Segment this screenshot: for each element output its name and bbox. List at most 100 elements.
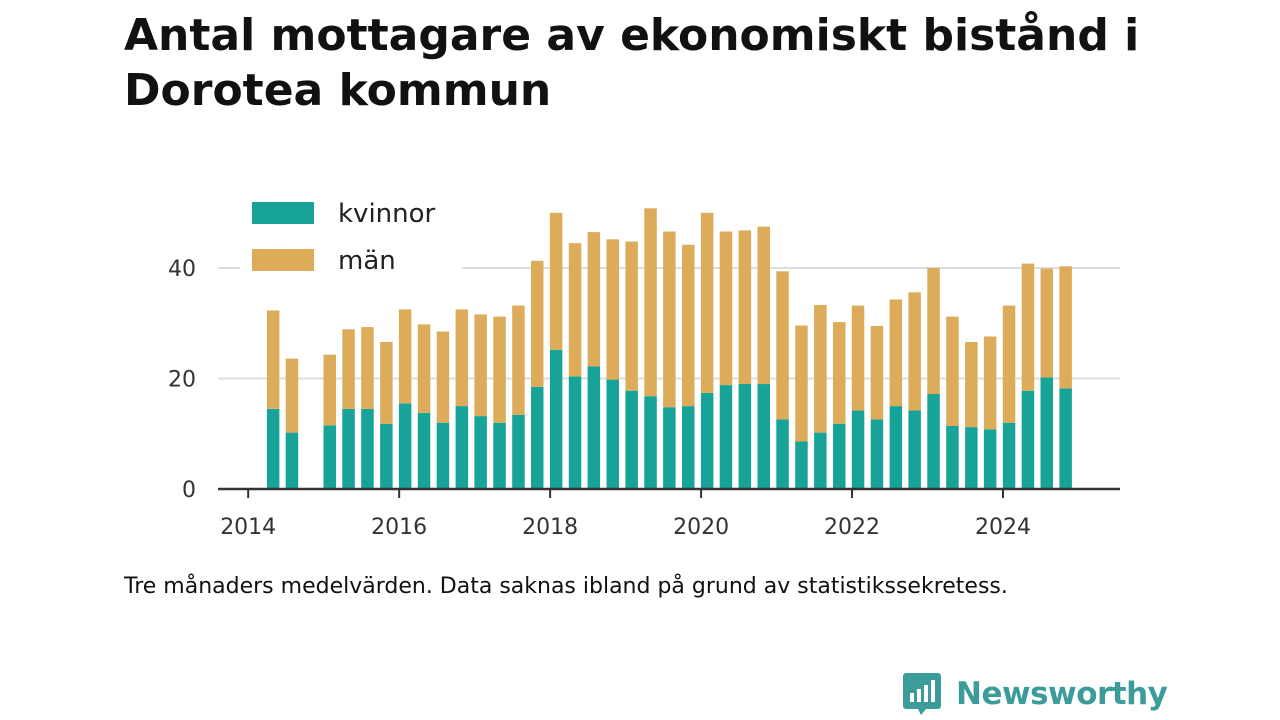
bar-kvinnor <box>606 379 619 489</box>
bar-man <box>946 316 959 426</box>
x-tick-label: 2018 <box>522 515 578 540</box>
bar-kvinnor <box>493 422 506 489</box>
y-tick-label: 40 <box>168 257 196 282</box>
bar-man <box>380 342 393 424</box>
bar-kvinnor <box>851 410 865 489</box>
bar-kvinnor <box>587 366 601 489</box>
bar-kvinnor <box>927 394 940 489</box>
y-axis-ticks: 0 20 40 <box>168 257 196 503</box>
x-axis: 2014 2016 2018 2020 2022 2024 <box>218 487 1120 540</box>
bar-kvinnor <box>1059 388 1072 489</box>
legend-swatch-man <box>252 249 314 271</box>
bar-kvinnor <box>889 406 903 489</box>
bar-kvinnor <box>285 432 299 489</box>
bar-man <box>870 326 884 420</box>
bar-kvinnor <box>795 441 808 489</box>
bar-man <box>474 314 487 417</box>
x-tick-label: 2024 <box>975 515 1031 540</box>
bar-man <box>757 226 770 385</box>
bar-man <box>927 268 940 394</box>
bar-kvinnor <box>700 392 714 489</box>
bar-kvinnor <box>833 423 846 489</box>
bar-man <box>851 305 865 411</box>
bar-man <box>1059 266 1072 389</box>
bar-man <box>1002 305 1016 423</box>
brand-logo: Newsworthy <box>902 670 1168 718</box>
bar-kvinnor <box>549 349 563 489</box>
bar-kvinnor <box>1002 422 1016 489</box>
bar-man <box>663 231 676 408</box>
legend-label-man: män <box>338 246 396 276</box>
bar-kvinnor <box>814 432 827 489</box>
bar-man <box>1021 263 1035 391</box>
bar-kvinnor <box>323 425 336 489</box>
bar-man <box>436 331 450 423</box>
bar-kvinnor <box>1021 390 1035 489</box>
bar-man <box>625 241 638 391</box>
bar-man <box>1040 268 1053 378</box>
bar-man <box>323 354 336 426</box>
bar-man <box>455 309 469 407</box>
bar-man <box>682 244 695 407</box>
bar-man <box>342 329 355 409</box>
bar-man <box>417 324 431 413</box>
bar-kvinnor <box>625 390 638 489</box>
bar-man <box>266 310 280 409</box>
y-tick-label: 20 <box>168 368 196 393</box>
bar-man <box>398 309 412 404</box>
bar-kvinnor <box>757 384 770 489</box>
bar-kvinnor <box>908 410 921 489</box>
y-tick-label: 0 <box>182 478 196 503</box>
bar-man <box>814 305 827 433</box>
bar-kvinnor <box>682 406 695 489</box>
bar-kvinnor <box>644 396 657 489</box>
chart-footnote: Tre månaders medelvärden. Data saknas ib… <box>124 574 1008 599</box>
bar-man <box>493 316 506 423</box>
bar-man <box>965 342 978 428</box>
bar-man <box>285 358 299 433</box>
legend-swatch-kvinnor <box>252 202 314 224</box>
bar-kvinnor <box>870 419 884 489</box>
bar-man <box>549 212 563 350</box>
bar-kvinnor <box>663 407 676 489</box>
bar-man <box>719 231 733 386</box>
bar-man <box>795 325 808 442</box>
x-tick-label: 2020 <box>673 515 729 540</box>
bar-man <box>889 299 903 407</box>
bar-man <box>776 271 789 420</box>
x-tick-label: 2016 <box>371 515 427 540</box>
bar-kvinnor <box>361 408 374 489</box>
bar-kvinnor <box>380 423 393 489</box>
bar-man <box>587 232 601 367</box>
x-tick-label: 2014 <box>220 515 276 540</box>
bar-kvinnor <box>266 408 280 489</box>
bar-man <box>644 208 657 397</box>
bar-kvinnor <box>776 419 789 489</box>
bar-kvinnor <box>531 386 544 489</box>
bar-kvinnor <box>455 406 469 489</box>
bar-kvinnor <box>512 415 525 489</box>
bar-man <box>512 305 525 415</box>
bar-man <box>833 322 846 424</box>
bar-man <box>531 260 544 387</box>
bar-kvinnor <box>738 384 752 489</box>
legend: kvinnor män <box>240 192 462 282</box>
bar-man <box>700 212 714 393</box>
x-tick-label: 2022 <box>824 515 880 540</box>
bar-kvinnor <box>398 403 412 489</box>
chart-title: Antal mottagare av ekonomiskt bistånd i … <box>124 10 1140 116</box>
bar-man <box>908 292 921 411</box>
bar-kvinnor <box>946 426 959 489</box>
bar-kvinnor <box>474 416 487 489</box>
bar-kvinnor <box>342 408 355 489</box>
bar-man <box>606 239 619 380</box>
bar-kvinnor <box>1040 377 1053 489</box>
bar-kvinnor <box>436 422 450 489</box>
bar-man <box>983 336 997 430</box>
newsworthy-logo-icon <box>903 673 941 715</box>
bar-kvinnor <box>719 385 733 489</box>
bar-man <box>361 327 374 409</box>
bar-kvinnor <box>965 427 978 489</box>
